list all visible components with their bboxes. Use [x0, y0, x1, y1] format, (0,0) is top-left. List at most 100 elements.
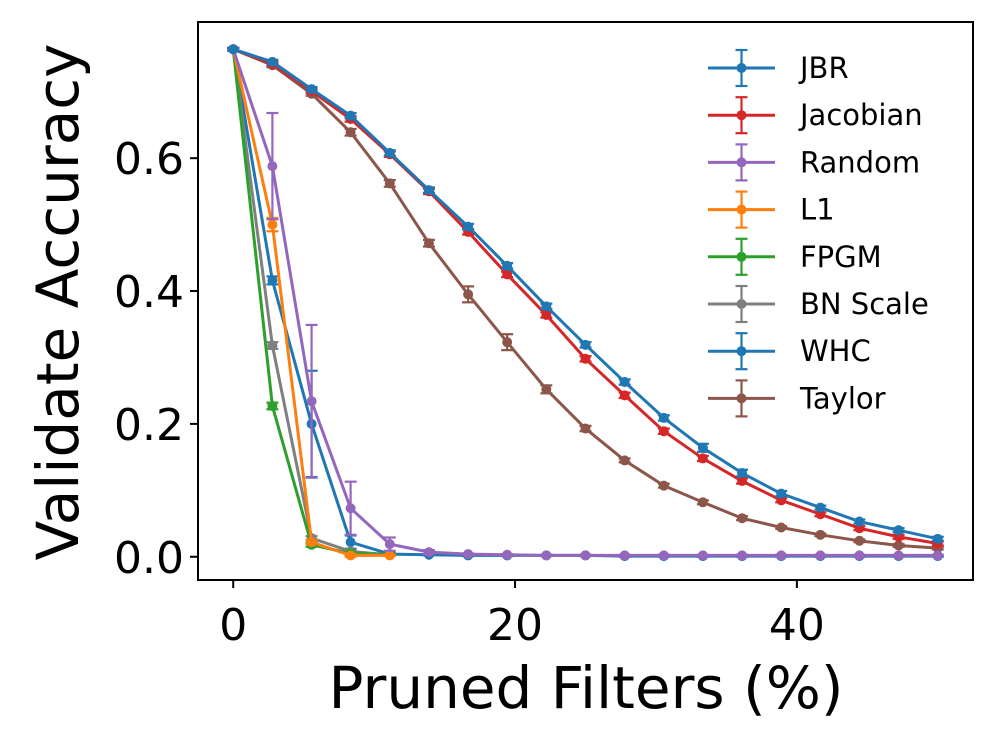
x-tick-label: 20	[487, 600, 543, 651]
legend-marker	[736, 63, 747, 73]
data-point	[502, 269, 513, 280]
data-point	[345, 127, 356, 138]
y-tick-label: 0.4	[114, 267, 184, 318]
legend-label: Taylor	[799, 381, 886, 415]
legend-entry-random: Random	[708, 143, 920, 182]
legend-marker	[736, 299, 747, 309]
data-point	[619, 455, 630, 466]
data-point	[619, 390, 630, 401]
series-random	[227, 44, 944, 561]
data-point	[893, 550, 904, 561]
data-point	[737, 468, 748, 479]
data-point	[502, 549, 513, 560]
x-axis-title: Pruned Filters (%)	[329, 654, 844, 722]
legend-entry-jbr: JBR	[708, 48, 849, 88]
data-point	[384, 550, 395, 561]
data-point	[737, 550, 748, 561]
legend-entry-l1: L1	[708, 190, 835, 229]
x-tick-label: 0	[219, 600, 247, 651]
series-layer	[227, 44, 944, 562]
y-axis-title: Validate Accuracy	[24, 44, 92, 561]
data-point	[932, 550, 943, 561]
legend-entry-whc: WHC	[708, 332, 871, 371]
data-point	[541, 550, 552, 561]
plot-frame	[197, 21, 974, 581]
legend-label: Random	[800, 145, 920, 179]
data-point	[423, 547, 434, 558]
legend-label: FPGM	[800, 240, 882, 274]
legend-label: BN Scale	[800, 287, 929, 321]
data-point	[306, 396, 317, 407]
data-point	[384, 539, 395, 550]
data-point	[776, 522, 787, 533]
axes-layer: 0 20 40 0.0 0.2 0.4 0.6	[114, 21, 974, 651]
legend-label: L1	[800, 193, 835, 227]
data-point	[463, 549, 474, 560]
series-jbr	[227, 44, 944, 544]
data-point	[697, 453, 708, 464]
legend-marker	[736, 251, 747, 262]
data-point	[697, 550, 708, 561]
data-point	[541, 309, 552, 320]
data-point	[267, 275, 278, 286]
x-tick-label: 40	[769, 600, 825, 651]
data-point	[228, 44, 239, 55]
data-point	[463, 289, 474, 300]
data-point	[345, 110, 356, 121]
legend-label: WHC	[800, 334, 871, 368]
legend-entry-fpgm: FPGM	[708, 237, 882, 276]
data-point	[267, 219, 278, 230]
data-point	[697, 442, 708, 453]
data-point	[580, 423, 591, 434]
data-point	[384, 147, 395, 158]
data-point	[854, 535, 865, 546]
legend-marker	[736, 157, 747, 168]
legend-marker	[736, 393, 747, 404]
data-point	[776, 550, 787, 561]
data-point	[815, 529, 826, 540]
data-point	[306, 537, 317, 548]
data-point	[737, 513, 748, 524]
data-point	[854, 516, 865, 527]
data-point	[580, 353, 591, 364]
data-point	[541, 384, 552, 395]
legend-label: Jacobian	[798, 98, 923, 132]
data-point	[345, 503, 356, 514]
data-point	[423, 185, 434, 196]
data-point	[658, 426, 669, 437]
data-point	[776, 488, 787, 499]
legend-marker	[736, 346, 747, 357]
data-point	[267, 400, 278, 411]
data-point	[384, 178, 395, 189]
data-point	[658, 550, 669, 561]
data-point	[658, 480, 669, 491]
data-point	[541, 301, 552, 312]
legend-entry-jacobian: Jacobian	[708, 96, 923, 135]
data-point	[580, 339, 591, 350]
legend: JBR Jacobian Random L1 FPGM BN Scale WHC Taylor	[708, 48, 929, 418]
legend-marker	[736, 110, 747, 121]
y-tick-label: 0.0	[114, 533, 184, 584]
data-point	[815, 502, 826, 513]
legend-entry-taylor: Taylor	[708, 379, 886, 418]
data-point	[306, 84, 317, 95]
data-point	[658, 412, 669, 423]
data-point	[893, 540, 904, 551]
data-point	[893, 525, 904, 536]
data-point	[815, 550, 826, 561]
data-point	[267, 340, 278, 351]
data-point	[697, 497, 708, 508]
data-point	[619, 377, 630, 388]
data-point	[502, 260, 513, 271]
data-point	[463, 221, 474, 232]
data-point	[345, 550, 356, 561]
data-point	[423, 238, 434, 249]
y-tick-label: 0.6	[114, 134, 184, 185]
data-point	[580, 550, 591, 561]
data-point	[854, 550, 865, 561]
y-tick-label: 0.2	[114, 400, 184, 451]
data-point	[267, 56, 278, 67]
legend-entry-bn-scale: BN Scale	[708, 284, 929, 324]
